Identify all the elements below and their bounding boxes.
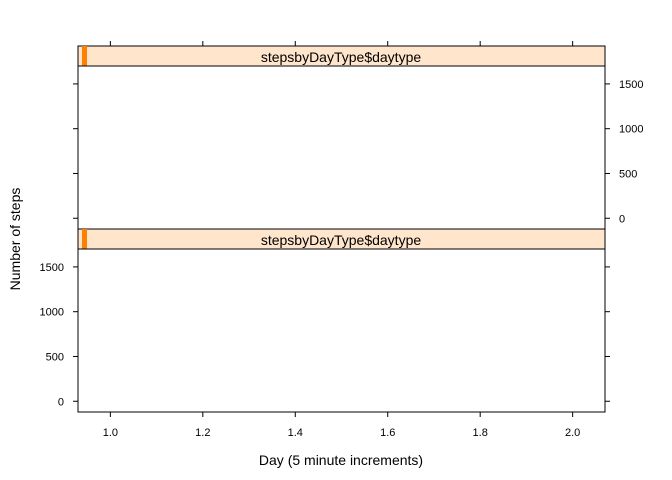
y-tick-label-right: 1000 xyxy=(619,124,643,136)
bottom-strip-label: stepsbyDayType$daytype xyxy=(261,232,422,248)
bottom-panel-frame xyxy=(77,248,606,413)
y-tick-label-right: 1500 xyxy=(619,79,643,91)
x-tick-label: 1.2 xyxy=(195,427,210,439)
x-tick-label: 1.6 xyxy=(380,427,395,439)
top-strip-label: stepsbyDayType$daytype xyxy=(261,49,422,65)
bottom-panel: stepsbyDayType$daytype xyxy=(77,228,606,413)
x-tick-label: 2.0 xyxy=(565,427,580,439)
y-axis-title: Number of steps xyxy=(7,188,23,291)
top-panel-frame xyxy=(77,65,606,230)
y-tick-label-right: 500 xyxy=(619,168,637,180)
ticks-layer: 1.0 1.2 1.4 1.6 1.8 2.0 0 0 500 500 1000 1000 1500 15… xyxy=(40,41,643,439)
x-tick-label: 1.4 xyxy=(288,427,303,439)
y-tick-label-right: 0 xyxy=(619,213,625,225)
y-tick-label-left: 0 xyxy=(58,396,64,408)
x-axis-title: Day (5 minute increments) xyxy=(259,452,423,468)
y-tick-label-left: 1500 xyxy=(40,262,64,274)
top-strip-indicator xyxy=(82,46,87,66)
y-tick-label-left: 500 xyxy=(46,351,64,363)
y-tick-label-left: 1000 xyxy=(40,307,64,319)
top-panel: stepsbyDayType$daytype xyxy=(77,45,606,230)
x-tick-label: 1.8 xyxy=(473,427,488,439)
x-tick-label: 1.0 xyxy=(103,427,118,439)
bottom-strip-indicator xyxy=(82,229,87,249)
